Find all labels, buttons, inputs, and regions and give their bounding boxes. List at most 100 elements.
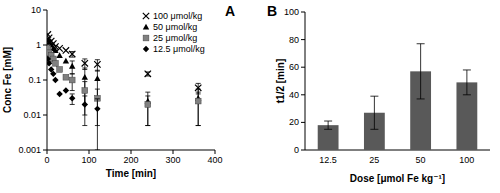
- x-tick-label: 12.5: [319, 155, 337, 165]
- point: [57, 67, 63, 73]
- y-tick-label: 20: [289, 117, 299, 127]
- error-bar: [70, 52, 75, 58]
- point: [145, 71, 151, 77]
- legend-marker: [143, 46, 149, 52]
- point: [53, 60, 59, 66]
- legend-label: 100 μmol/kg: [153, 11, 202, 21]
- x-tick-label: 200: [123, 155, 138, 165]
- error-bar: [145, 96, 150, 126]
- error-bar: [196, 89, 201, 125]
- error-bar: [196, 92, 201, 125]
- point: [63, 87, 69, 93]
- panel-a: A0.0010.010.11100100200300400Time [min]C…: [2, 3, 235, 179]
- panel-label: B: [267, 3, 277, 19]
- x-tick-label: 400: [207, 155, 222, 165]
- point: [47, 60, 52, 66]
- legend-label: 12.5 μmol/kg: [153, 44, 205, 54]
- error-bar: [95, 60, 100, 71]
- error-bar: [463, 70, 471, 95]
- x-axis-label: Time [min]: [106, 168, 156, 179]
- y-tick: [43, 10, 47, 11]
- panel-b: B 0 20 40 60 80 100 t1/2 [min] Dose [μmol Fe kg⁻…: [267, 3, 490, 184]
- y-tick-label: 80: [289, 35, 299, 45]
- y-tick-label: 40: [289, 90, 299, 100]
- y-tick: [43, 80, 47, 81]
- y-tick-label: 0.001: [18, 145, 41, 155]
- y-tick-label: 0: [294, 145, 299, 155]
- point: [69, 95, 75, 101]
- figure: A0.0010.010.11100100200300400Time [min]C…: [0, 0, 500, 193]
- legend-label: 50 μmol/kg: [153, 22, 197, 32]
- point: [82, 88, 88, 94]
- point: [50, 71, 56, 77]
- error-bar: [95, 99, 100, 150]
- y-tick-label: 1: [36, 40, 41, 50]
- x-tick-label: 100: [81, 155, 96, 165]
- x-tick-label: 0: [44, 155, 49, 165]
- error-bar: [70, 74, 75, 91]
- point: [56, 52, 62, 58]
- legend: 100 μmol/kg50 μmol/kg25 μmol/kg12.5 μmol…: [143, 11, 205, 54]
- point: [82, 74, 88, 80]
- y-tick-label: 0.1: [28, 75, 41, 85]
- plot-area: [318, 44, 478, 150]
- y-tick: [301, 150, 305, 151]
- x-tick-label: 300: [165, 155, 180, 165]
- point: [69, 77, 75, 83]
- x-tick: [47, 150, 48, 154]
- point: [82, 60, 88, 66]
- error-bar: [417, 44, 425, 99]
- y-tick-label: 10: [31, 5, 41, 15]
- point: [69, 51, 75, 57]
- y-tick: [301, 12, 305, 13]
- legend-marker: [143, 13, 149, 19]
- point: [63, 58, 69, 64]
- x-axis-label: Dose [μmol Fe kg⁻¹]: [350, 173, 445, 184]
- y-tick: [301, 67, 305, 68]
- legend-marker: [143, 35, 149, 41]
- point: [94, 61, 100, 67]
- point: [52, 77, 58, 83]
- point: [63, 74, 69, 80]
- y-tick-label: 100: [284, 7, 299, 17]
- y-axis-label: Conc Fe [mM]: [2, 47, 13, 113]
- point: [56, 91, 62, 97]
- point: [69, 63, 75, 69]
- x-tick: [173, 150, 174, 154]
- point: [145, 102, 151, 108]
- panel-label: A: [225, 3, 235, 19]
- error-bar: [70, 61, 75, 74]
- x-tick-label: 50: [416, 155, 426, 165]
- x-tick: [131, 150, 132, 154]
- point: [63, 47, 69, 53]
- error-bar: [370, 96, 378, 129]
- point: [82, 101, 88, 107]
- point: [56, 45, 62, 51]
- y-tick-label: 60: [289, 62, 299, 72]
- point: [94, 106, 100, 112]
- x-tick-label: 100: [459, 155, 474, 165]
- series: [47, 31, 201, 94]
- y-tick: [43, 115, 47, 116]
- y-tick: [301, 94, 305, 95]
- error-bar: [70, 94, 75, 105]
- legend-label: 25 μmol/kg: [153, 33, 197, 43]
- point: [52, 47, 58, 53]
- series: [47, 56, 101, 150]
- x-tick-label: 25: [369, 155, 379, 165]
- legend-marker: [143, 24, 149, 30]
- x-tick: [89, 150, 90, 154]
- y-tick: [43, 45, 47, 46]
- point: [94, 75, 100, 81]
- error-bar: [145, 92, 150, 125]
- error-bar: [324, 121, 332, 129]
- error-bar: [82, 96, 87, 126]
- y-axis-label: t1/2 [min]: [275, 59, 286, 103]
- point: [195, 98, 201, 104]
- y-tick: [301, 39, 305, 40]
- y-axis: [305, 12, 306, 150]
- y-tick: [43, 150, 47, 151]
- x-tick: [215, 150, 216, 154]
- series: [47, 46, 201, 126]
- y-tick-label: 0.01: [23, 110, 41, 120]
